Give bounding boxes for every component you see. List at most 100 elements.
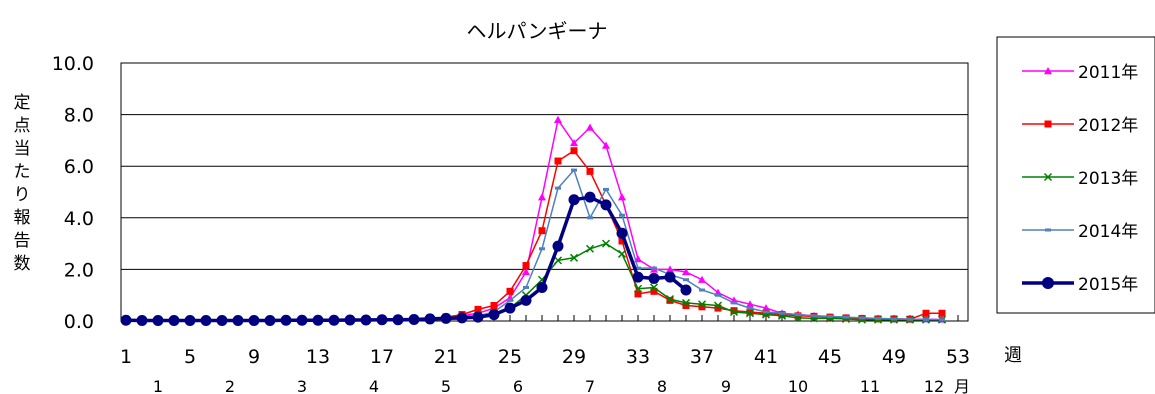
data-point bbox=[633, 284, 643, 293]
data-point bbox=[490, 302, 498, 310]
legend-label: 2015年 bbox=[1078, 275, 1138, 295]
data-point bbox=[666, 296, 674, 304]
data-point bbox=[827, 314, 833, 318]
data-point bbox=[634, 290, 642, 298]
month-label: 1 bbox=[153, 377, 163, 394]
data-point bbox=[713, 301, 723, 310]
data-point bbox=[296, 314, 308, 326]
legend-item: 2011年 bbox=[1022, 63, 1138, 83]
data-point bbox=[232, 314, 244, 326]
month-label: 2 bbox=[225, 377, 235, 394]
data-point bbox=[569, 253, 579, 262]
data-point bbox=[651, 266, 657, 270]
data-point bbox=[360, 314, 372, 326]
series-line bbox=[125, 119, 943, 321]
data-point bbox=[618, 237, 626, 245]
data-point bbox=[184, 314, 196, 326]
month-label: 8 bbox=[657, 377, 667, 394]
data-point bbox=[168, 314, 180, 326]
data-point bbox=[555, 186, 561, 190]
data-point bbox=[586, 123, 594, 131]
data-point bbox=[248, 314, 260, 326]
x-tick-label: 21 bbox=[434, 346, 458, 368]
month-label: 4 bbox=[369, 377, 379, 394]
data-point bbox=[681, 298, 691, 307]
data-point bbox=[665, 295, 675, 304]
x-tick-label: 53 bbox=[946, 346, 970, 368]
data-point bbox=[746, 300, 754, 308]
data-point bbox=[650, 287, 658, 295]
data-point bbox=[763, 310, 769, 314]
x-tick-label: 33 bbox=[626, 346, 650, 368]
month-label: 10 bbox=[788, 377, 808, 394]
data-point bbox=[715, 293, 721, 297]
legend-items: 2011年 2012年 2013年 2014年 2015年 bbox=[1022, 63, 1138, 295]
y-tick-label: 4.0 bbox=[64, 208, 94, 230]
data-point bbox=[714, 304, 722, 312]
x-axis-label: 週 bbox=[1004, 345, 1022, 366]
data-point bbox=[120, 314, 132, 326]
data-point bbox=[552, 240, 564, 252]
data-point bbox=[523, 285, 529, 289]
series-2013年 bbox=[121, 239, 947, 325]
data-point bbox=[312, 314, 324, 326]
data-point bbox=[699, 288, 705, 292]
x-tick-label: 17 bbox=[370, 346, 394, 368]
data-point bbox=[440, 312, 452, 324]
x-tick-label: 37 bbox=[690, 346, 714, 368]
data-point bbox=[680, 284, 692, 296]
data-point bbox=[632, 271, 644, 283]
data-point bbox=[795, 313, 801, 317]
data-point bbox=[474, 305, 482, 313]
series-2015年 bbox=[120, 191, 692, 326]
data-point bbox=[683, 278, 689, 282]
month-label: 6 bbox=[513, 377, 523, 394]
data-point bbox=[507, 298, 513, 302]
legend-label: 2012年 bbox=[1078, 116, 1138, 136]
data-point bbox=[522, 267, 530, 276]
data-point bbox=[875, 316, 881, 320]
data-point bbox=[939, 318, 945, 322]
data-point bbox=[649, 283, 659, 292]
y-axis-label-char: り bbox=[14, 185, 31, 205]
data-point bbox=[568, 194, 580, 206]
data-point bbox=[938, 309, 946, 317]
y-axis-label-char: 報 bbox=[14, 208, 31, 228]
data-point bbox=[616, 227, 628, 239]
series-2014年 bbox=[123, 168, 945, 322]
data-point bbox=[730, 307, 738, 315]
data-point bbox=[538, 193, 546, 201]
data-point bbox=[554, 157, 562, 165]
legend-marker bbox=[1044, 67, 1052, 75]
series-line bbox=[126, 169, 943, 322]
data-point bbox=[570, 138, 578, 147]
month-label: 9 bbox=[721, 377, 731, 394]
data-point bbox=[635, 266, 641, 270]
data-point bbox=[136, 314, 148, 326]
data-point bbox=[456, 312, 468, 324]
month-label: 5 bbox=[441, 377, 451, 394]
x-tick-label: 25 bbox=[498, 346, 522, 368]
data-point bbox=[731, 301, 737, 305]
month-label: 11 bbox=[860, 377, 880, 394]
data-point bbox=[264, 314, 276, 326]
legend-marker bbox=[1042, 277, 1054, 289]
month-unit-label: 月 bbox=[954, 377, 970, 394]
data-point bbox=[619, 213, 625, 217]
data-point bbox=[506, 287, 514, 295]
data-point bbox=[617, 249, 627, 258]
legend-marker bbox=[1045, 228, 1051, 232]
legend-marker bbox=[1043, 172, 1053, 182]
month-label: 7 bbox=[585, 377, 595, 394]
x-tick-label: 1 bbox=[120, 346, 132, 368]
month-label: 12 bbox=[924, 377, 944, 394]
data-point bbox=[586, 167, 594, 175]
y-tick-labels: 0.0 2.0 4.0 6.0 8.0 10.0 bbox=[52, 53, 94, 333]
data-point bbox=[472, 311, 484, 323]
data-point bbox=[504, 302, 516, 314]
data-point bbox=[280, 314, 292, 326]
data-point bbox=[603, 187, 609, 191]
data-point bbox=[729, 307, 739, 317]
data-point bbox=[538, 227, 546, 235]
